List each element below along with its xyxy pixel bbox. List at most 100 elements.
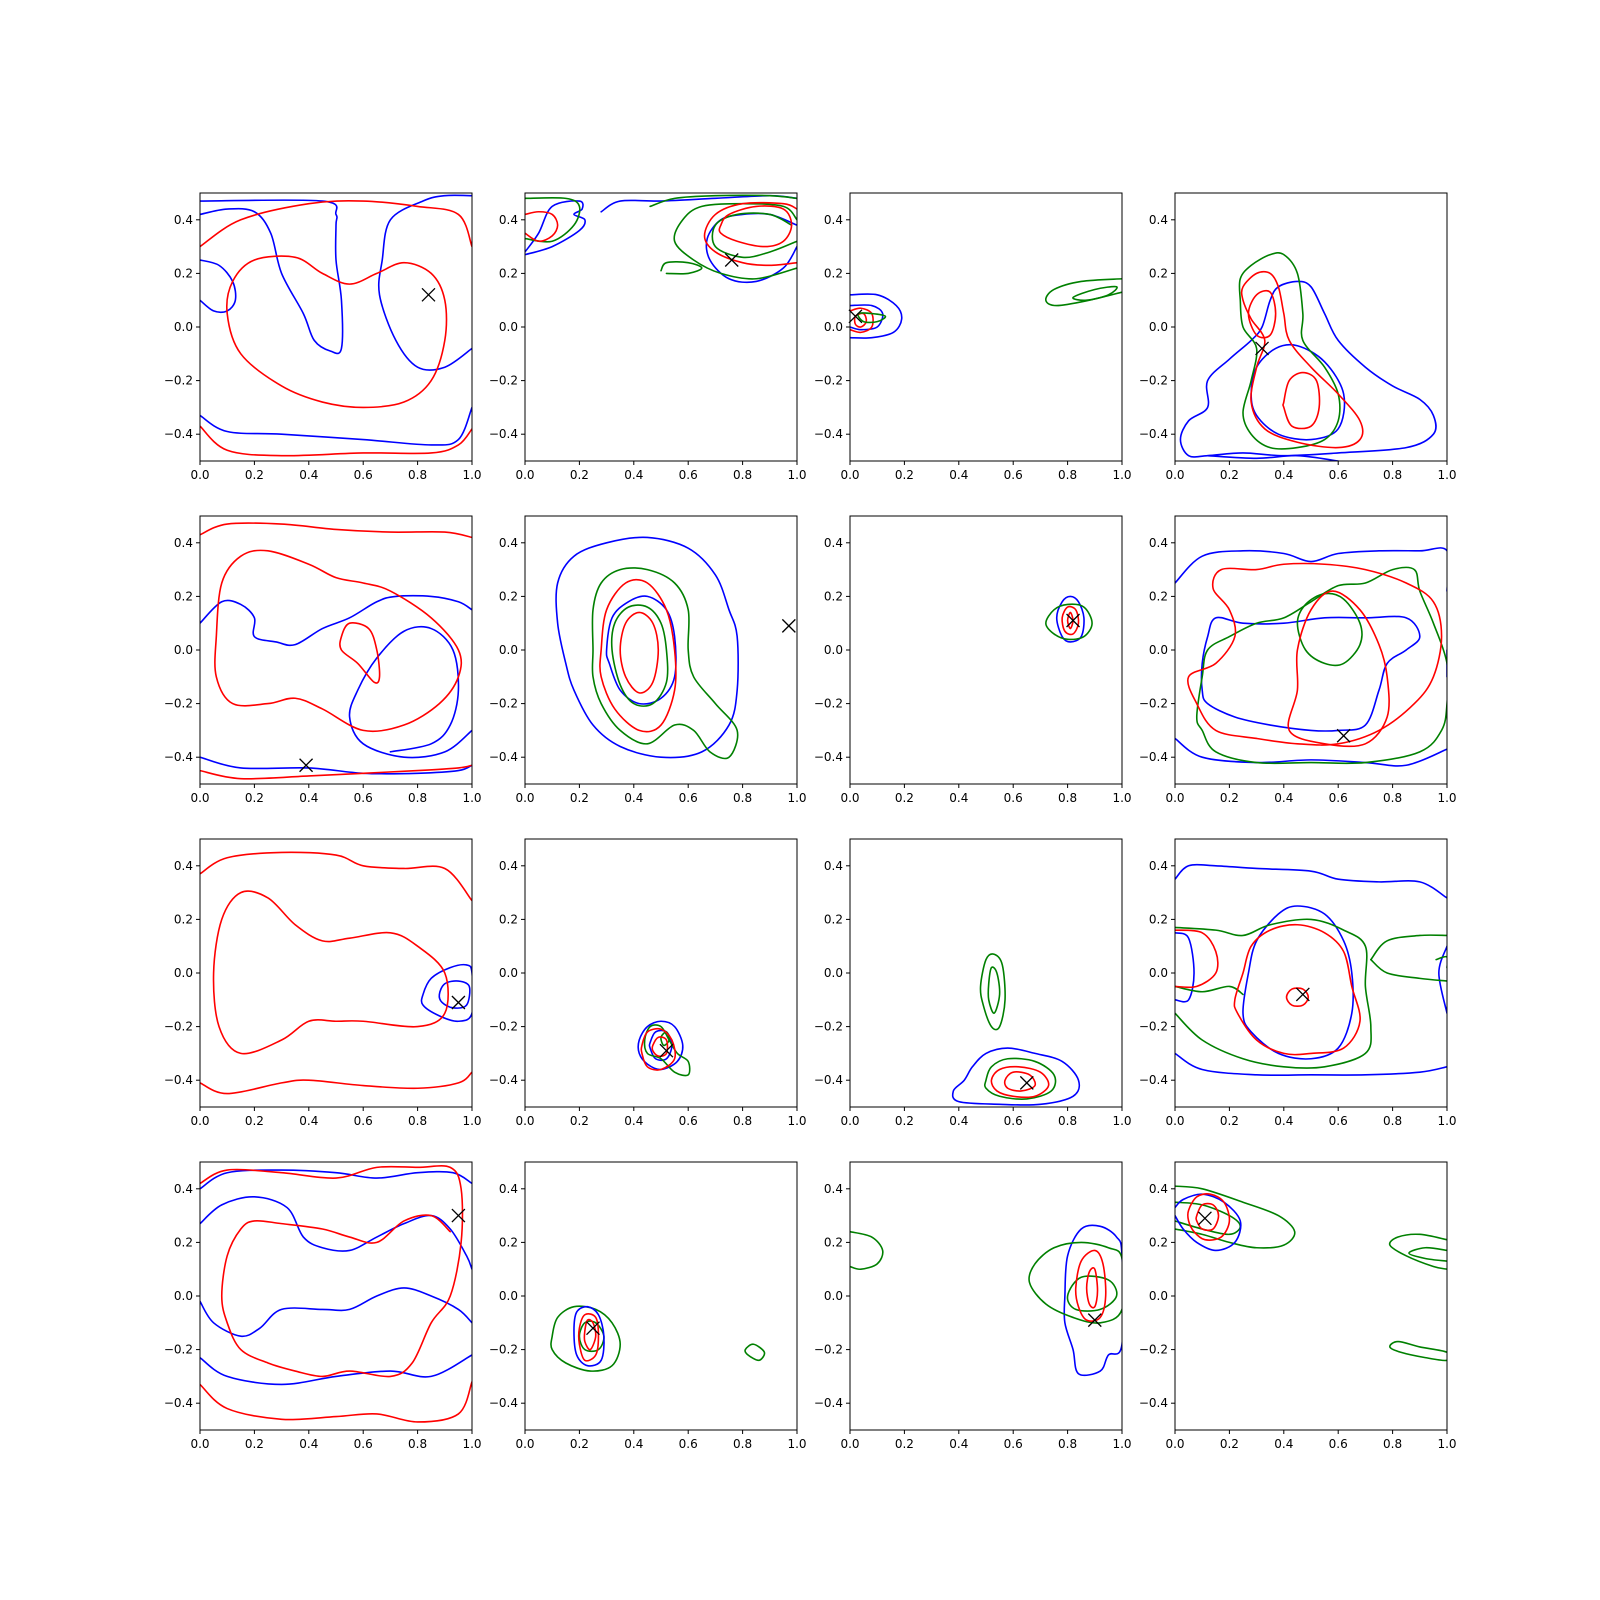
x-tick-label: 0.0 bbox=[515, 1437, 534, 1451]
contour-group bbox=[555, 536, 739, 760]
x-tick-label: 0.6 bbox=[1004, 1437, 1023, 1451]
x-tick-label: 0.8 bbox=[1058, 468, 1077, 482]
y-tick-label: 0.2 bbox=[499, 589, 518, 603]
y-tick-label: 0.2 bbox=[824, 1235, 843, 1249]
y-tick-label: −0.2 bbox=[814, 1020, 843, 1034]
contour-line-blue bbox=[1250, 343, 1346, 441]
contour-group bbox=[1179, 251, 1437, 461]
contour-line-red bbox=[525, 210, 559, 243]
x-tick-label: 1.0 bbox=[1112, 468, 1131, 482]
x-tick-label: 1.0 bbox=[462, 468, 481, 482]
x-tick-label: 0.8 bbox=[1058, 1114, 1077, 1128]
x-tick-label: 1.0 bbox=[1437, 1114, 1456, 1128]
x-tick-label: 0.0 bbox=[515, 468, 534, 482]
y-tick-label: 0.0 bbox=[174, 1289, 193, 1303]
x-marker bbox=[1295, 987, 1310, 1002]
x-marker bbox=[659, 1043, 674, 1058]
contour-line-red bbox=[1195, 1202, 1220, 1232]
x-tick-label: 0.4 bbox=[624, 791, 643, 805]
y-tick-label: −0.2 bbox=[164, 1020, 193, 1034]
contour-line-blue bbox=[377, 194, 472, 371]
x-tick-label: 0.6 bbox=[679, 468, 698, 482]
y-tick-label: 0.0 bbox=[174, 643, 193, 657]
y-tick-label: 0.2 bbox=[824, 912, 843, 926]
x-tick-label: 0.2 bbox=[245, 468, 264, 482]
contour-line-green bbox=[1370, 934, 1447, 961]
y-tick-label: −0.4 bbox=[489, 427, 518, 441]
contour-line-blue bbox=[555, 536, 739, 759]
y-tick-label: −0.4 bbox=[164, 427, 193, 441]
x-marker bbox=[1019, 1075, 1034, 1090]
y-tick-label: 0.0 bbox=[499, 643, 518, 657]
x-tick-label: 1.0 bbox=[787, 468, 806, 482]
x-tick-label: 0.4 bbox=[949, 1437, 968, 1451]
contour-line-green bbox=[744, 1343, 766, 1362]
contour-line-red bbox=[850, 307, 874, 334]
x-tick-label: 0.2 bbox=[570, 791, 589, 805]
x-tick-label: 0.2 bbox=[895, 791, 914, 805]
subplot-5: 0.0 0.2 0.4 0.6 0.8 1.0 −0.4 −0.2 0.0 0.2 0.4 bbox=[164, 515, 482, 805]
x-tick-label: 0.0 bbox=[1165, 791, 1184, 805]
contour-line-green bbox=[857, 312, 887, 324]
y-tick-label: 0.4 bbox=[499, 859, 518, 873]
x-tick-label: 0.6 bbox=[679, 791, 698, 805]
subplot-15: 0.0 0.2 0.4 0.6 0.8 1.0 −0.4 −0.2 0.0 0.2 0.4 bbox=[814, 1161, 1132, 1451]
contour-line-blue bbox=[573, 1305, 605, 1367]
y-tick-label: −0.2 bbox=[1139, 374, 1168, 388]
subplot-8: 0.0 0.2 0.4 0.6 0.8 1.0 −0.4 −0.2 0.0 0.2 0.4 bbox=[1139, 515, 1457, 805]
y-tick-label: 0.4 bbox=[174, 859, 193, 873]
contour-line-red bbox=[200, 1380, 472, 1423]
axes-frame bbox=[849, 515, 1123, 785]
y-tick-label: −0.2 bbox=[489, 374, 518, 388]
contour-line-red bbox=[703, 201, 797, 267]
contour-line-green bbox=[987, 966, 1001, 1014]
x-marker bbox=[451, 995, 466, 1010]
y-tick-label: 0.2 bbox=[499, 1235, 518, 1249]
x-tick-label: 0.6 bbox=[679, 1114, 698, 1128]
subplot-9: 0.0 0.2 0.4 0.6 0.8 1.0 −0.4 −0.2 0.0 0.2 0.4 bbox=[164, 838, 482, 1128]
x-marker bbox=[451, 1208, 466, 1223]
contour-line-red bbox=[1061, 605, 1080, 636]
contour-line-green bbox=[1388, 1233, 1447, 1270]
contour-group bbox=[200, 851, 472, 1095]
contour-line-green bbox=[979, 953, 1006, 1031]
contour-group bbox=[550, 1305, 766, 1372]
contour-group bbox=[525, 194, 797, 284]
contour-line-red bbox=[619, 611, 660, 694]
y-tick-label: 0.2 bbox=[824, 589, 843, 603]
y-tick-label: 0.4 bbox=[824, 859, 843, 873]
contour-line-green bbox=[660, 261, 703, 275]
y-tick-label: 0.2 bbox=[1149, 1235, 1168, 1249]
contour-group bbox=[1175, 1185, 1447, 1362]
contour-group bbox=[850, 277, 1122, 339]
contour-line-blue bbox=[525, 200, 586, 256]
contour-line-red bbox=[200, 1164, 464, 1378]
contour-group bbox=[951, 953, 1081, 1106]
x-tick-label: 0.0 bbox=[190, 1114, 209, 1128]
x-tick-label: 0.8 bbox=[408, 791, 427, 805]
axes-frame bbox=[1174, 192, 1448, 462]
contour-line-green bbox=[1175, 1185, 1296, 1249]
subplot-16: 0.0 0.2 0.4 0.6 0.8 1.0 −0.4 −0.2 0.0 0.2 0.4 bbox=[1139, 1161, 1457, 1451]
axes-frame bbox=[849, 838, 1123, 1108]
y-tick-label: 0.4 bbox=[499, 1182, 518, 1196]
subplot-2: 0.0 0.2 0.4 0.6 0.8 1.0 −0.4 −0.2 0.0 0.2 0.4 bbox=[489, 192, 807, 482]
y-tick-label: −0.4 bbox=[489, 1396, 518, 1410]
y-tick-label: 0.2 bbox=[1149, 589, 1168, 603]
contour-line-blue bbox=[420, 963, 472, 1023]
x-tick-label: 1.0 bbox=[1437, 468, 1456, 482]
subplot-6: 0.0 0.2 0.4 0.6 0.8 1.0 −0.4 −0.2 0.0 0.2 0.4 bbox=[489, 515, 807, 805]
y-tick-label: −0.2 bbox=[489, 1343, 518, 1357]
x-tick-label: 0.4 bbox=[949, 791, 968, 805]
y-tick-label: 0.2 bbox=[174, 912, 193, 926]
x-tick-label: 0.4 bbox=[624, 468, 643, 482]
x-tick-label: 0.4 bbox=[1274, 1437, 1293, 1451]
contour-group bbox=[200, 1164, 472, 1423]
y-tick-label: 0.4 bbox=[1149, 859, 1168, 873]
x-tick-label: 0.2 bbox=[245, 791, 264, 805]
contour-line-red bbox=[1186, 1193, 1231, 1241]
subplot-10: 0.0 0.2 0.4 0.6 0.8 1.0 −0.4 −0.2 0.0 0.2 0.4 bbox=[489, 838, 807, 1128]
x-marker bbox=[299, 758, 314, 773]
y-tick-label: 0.4 bbox=[499, 536, 518, 550]
x-tick-label: 0.0 bbox=[1165, 468, 1184, 482]
